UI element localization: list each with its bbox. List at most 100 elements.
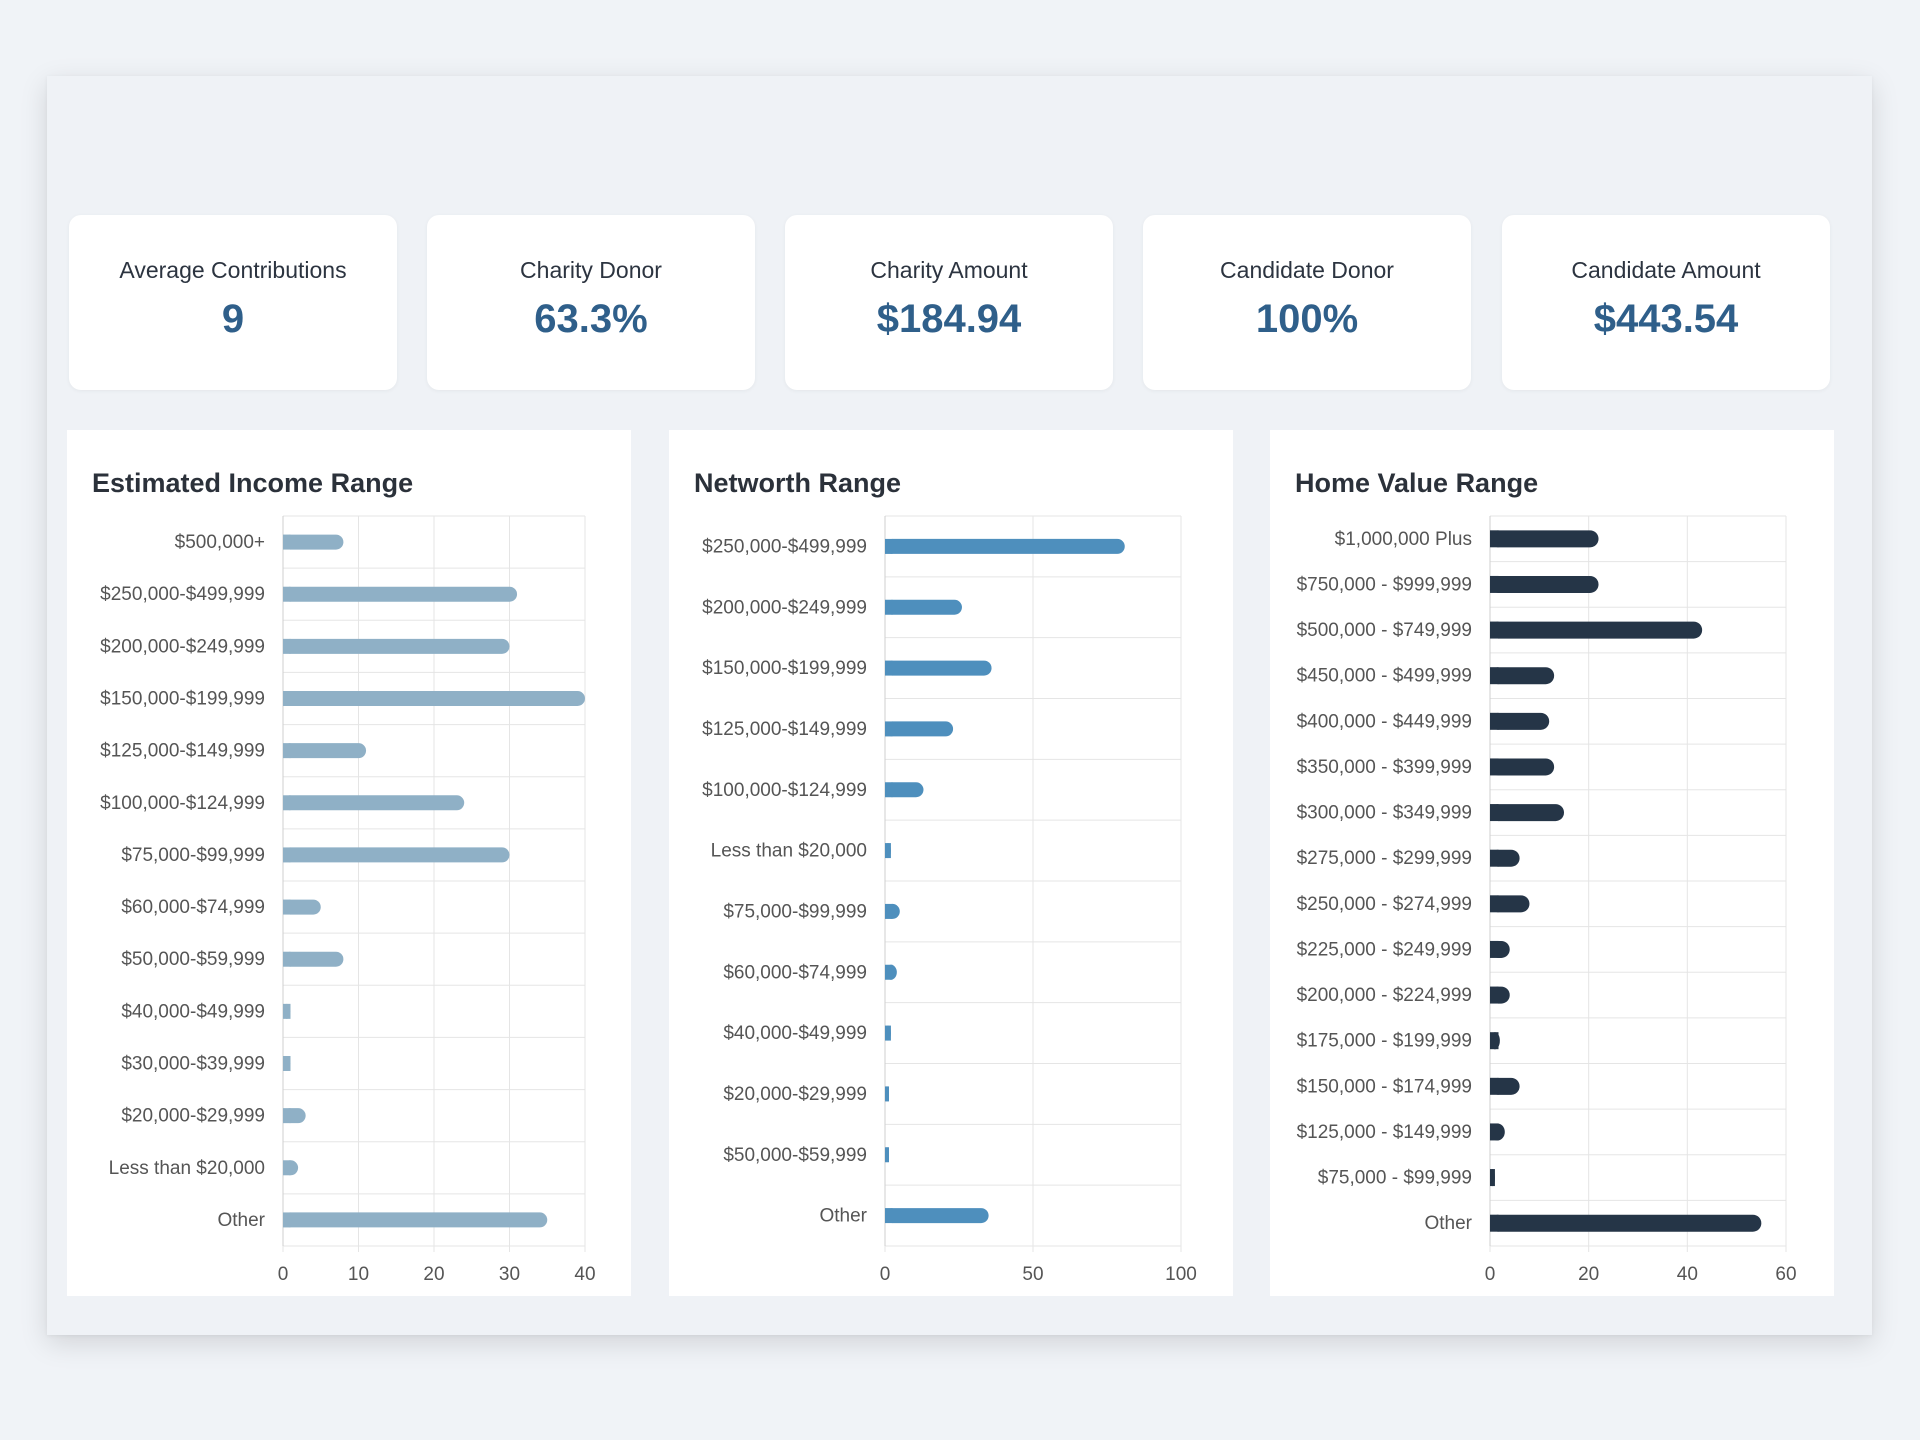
category-label: $100,000-$124,999 xyxy=(702,780,867,801)
category-label: $150,000-$199,999 xyxy=(702,658,867,679)
income-bar-base xyxy=(283,586,291,602)
home-value-bar[interactable] xyxy=(1490,804,1564,822)
income-bar[interactable] xyxy=(283,691,585,706)
category-label: $350,000 - $399,999 xyxy=(1297,757,1472,778)
kpi-card-candidate-donor: Candidate Donor 100% xyxy=(1143,215,1471,390)
networth-bar-base xyxy=(885,1208,893,1224)
income-bar-base xyxy=(283,1108,291,1124)
networth-bar-base xyxy=(885,782,893,798)
category-label: $125,000-$149,999 xyxy=(702,719,867,740)
networth-bar-base xyxy=(885,1025,891,1041)
networth-bar-base xyxy=(885,721,893,737)
home-value-bar[interactable] xyxy=(1490,667,1555,685)
home-value-bar-base xyxy=(1490,1077,1499,1095)
x-tick-label: 40 xyxy=(1677,1264,1698,1285)
category-label: $500,000 - $749,999 xyxy=(1297,620,1472,641)
income-bar-base xyxy=(283,899,291,915)
income-bar-base xyxy=(283,534,291,550)
kpi-value: $443.54 xyxy=(1593,297,1739,341)
x-tick-label: 60 xyxy=(1775,1264,1796,1285)
home-value-bar[interactable] xyxy=(1490,621,1703,639)
category-label: $150,000 - $174,999 xyxy=(1297,1076,1472,1097)
income-bar-base xyxy=(283,951,291,967)
category-label: $125,000 - $149,999 xyxy=(1297,1122,1472,1143)
income-bar[interactable] xyxy=(283,638,510,654)
home-value-bar-base xyxy=(1490,712,1499,730)
kpi-card-average-contributions: Average Contributions 9 xyxy=(69,215,397,390)
category-label: $50,000-$59,999 xyxy=(121,949,265,970)
income-bar[interactable] xyxy=(283,899,321,915)
home-value-range-panel: Home Value Range 0 20 40 60 $1,000,000 Plus $… xyxy=(1270,430,1834,1296)
networth-range-panel: Networth Range 0 50 100 $250,000-$499,999 $2… xyxy=(669,430,1233,1296)
home-value-bar[interactable] xyxy=(1490,1214,1762,1232)
home-value-bar-base xyxy=(1490,667,1499,685)
income-bar-base xyxy=(283,1056,291,1071)
networth-bar[interactable] xyxy=(885,599,962,615)
home-value-bar[interactable] xyxy=(1490,895,1530,913)
income-bar[interactable] xyxy=(283,951,344,967)
networth-bar[interactable] xyxy=(885,1208,989,1224)
category-label: $150,000-$199,999 xyxy=(100,689,265,710)
networth-bar[interactable] xyxy=(885,782,924,798)
networth-range-chart: 0 50 100 $250,000-$499,999 $200,000-$249,999… xyxy=(702,515,1197,1285)
networth-bar[interactable] xyxy=(885,538,1125,554)
category-label: Other xyxy=(1424,1213,1472,1234)
kpi-value: $184.94 xyxy=(876,297,1022,341)
category-label: $250,000-$499,999 xyxy=(702,536,867,557)
x-tick-label: 40 xyxy=(574,1264,595,1285)
chart-title: Estimated Income Range xyxy=(92,468,414,498)
home-value-bar-base xyxy=(1490,621,1499,639)
home-value-bar-base xyxy=(1490,575,1499,593)
category-label: $400,000 - $449,999 xyxy=(1297,711,1472,732)
category-label: $225,000 - $249,999 xyxy=(1297,939,1472,960)
networth-bar[interactable] xyxy=(885,660,992,676)
category-label: $20,000-$29,999 xyxy=(723,1084,867,1105)
category-label: Less than $20,000 xyxy=(711,841,867,862)
income-bar[interactable] xyxy=(283,795,465,811)
category-label: Other xyxy=(819,1206,867,1227)
category-label: $1,000,000 Plus xyxy=(1335,529,1472,550)
category-label: $60,000-$74,999 xyxy=(723,962,867,983)
home-value-bar-base xyxy=(1490,986,1499,1004)
home-value-range-chart: 0 20 40 60 $1,000,000 Plus $750,000 - $999,99… xyxy=(1297,515,1797,1285)
category-label: $200,000-$249,999 xyxy=(100,636,265,657)
category-label: $750,000 - $999,999 xyxy=(1297,574,1472,595)
home-value-bar[interactable] xyxy=(1490,712,1550,730)
networth-bar[interactable] xyxy=(885,721,954,737)
income-range-panel: Estimated Income Range 0 10 20 30 40 $500,000… xyxy=(67,430,631,1296)
category-label: Less than $20,000 xyxy=(109,1158,265,1179)
networth-bar-base xyxy=(885,660,893,676)
income-bar[interactable] xyxy=(283,847,510,863)
networth-bar-base xyxy=(885,1086,889,1102)
home-value-bar[interactable] xyxy=(1490,575,1599,593)
income-bar-base xyxy=(283,847,291,863)
kpi-label: Candidate Amount xyxy=(1571,257,1761,283)
home-value-bar-base xyxy=(1490,940,1499,958)
kpi-value: 9 xyxy=(221,297,245,341)
home-value-bar-base xyxy=(1490,849,1499,867)
category-label: $200,000-$249,999 xyxy=(702,597,867,618)
income-bar[interactable] xyxy=(283,534,344,550)
kpi-label: Charity Amount xyxy=(870,257,1028,283)
category-label: $300,000 - $349,999 xyxy=(1297,803,1472,824)
networth-bar-base xyxy=(885,599,893,615)
category-label: $250,000 - $274,999 xyxy=(1297,894,1472,915)
category-label: $40,000-$49,999 xyxy=(121,1001,265,1022)
income-bar[interactable] xyxy=(283,586,518,602)
kpi-label: Candidate Donor xyxy=(1220,257,1394,283)
kpi-card-charity-donor: Charity Donor 63.3% xyxy=(427,215,755,390)
dashboard-canvas: Average Contributions 9 Charity Donor 63… xyxy=(47,76,1872,1335)
income-bar[interactable] xyxy=(283,743,367,759)
home-value-bar[interactable] xyxy=(1490,530,1599,548)
home-value-bar-base xyxy=(1490,530,1499,548)
home-value-bar-base xyxy=(1490,1169,1495,1187)
home-value-bar-base xyxy=(1490,895,1499,913)
category-label: $250,000-$499,999 xyxy=(100,584,265,605)
income-bar-base xyxy=(283,795,291,811)
income-bar[interactable] xyxy=(283,1212,548,1228)
x-tick-label: 0 xyxy=(278,1264,289,1285)
x-tick-label: 10 xyxy=(348,1264,369,1285)
kpi-label: Charity Donor xyxy=(520,257,662,283)
home-value-bar[interactable] xyxy=(1490,758,1555,776)
income-bar-base xyxy=(283,638,291,654)
